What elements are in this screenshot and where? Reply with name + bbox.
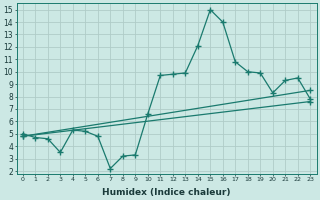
X-axis label: Humidex (Indice chaleur): Humidex (Indice chaleur) <box>102 188 231 197</box>
